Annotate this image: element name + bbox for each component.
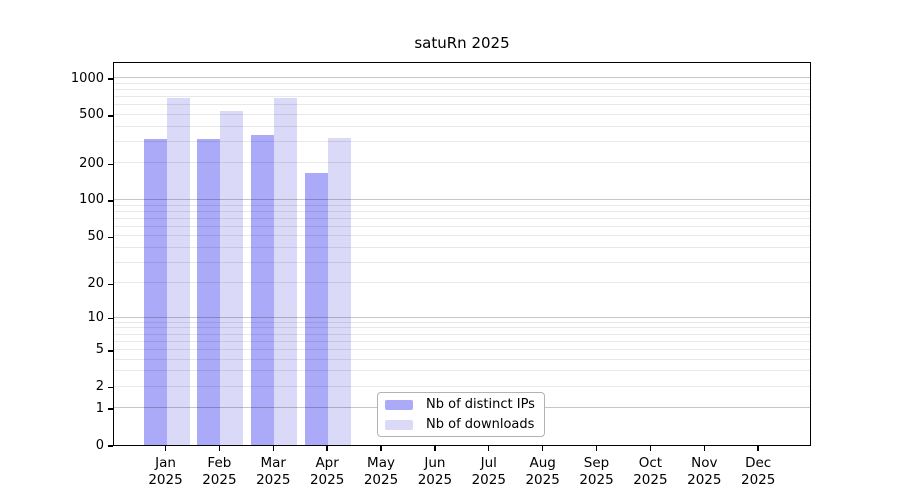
bar-distinct_ips-apr	[305, 172, 329, 445]
chart-title: satuRn 2025	[414, 34, 510, 52]
gridline-minor-900	[114, 82, 810, 84]
gridline-minor-50	[114, 235, 810, 237]
x-tick-mark-jan	[164, 446, 167, 451]
y-tick-mark-200	[108, 163, 113, 166]
bar-distinct_ips-jan	[143, 139, 167, 445]
y-tick-mark-1	[108, 408, 113, 410]
x-tick-mark-oct	[649, 446, 652, 451]
distinct-ips-swatch-icon	[385, 399, 413, 410]
x-tick-mark-dec	[757, 446, 759, 451]
gridline-major-10	[114, 316, 810, 318]
bar-downloads-jan	[166, 97, 190, 445]
x-tick-mark-apr	[326, 446, 328, 451]
y-tick-label-0: 0	[95, 437, 104, 453]
bar-downloads-feb	[220, 111, 244, 445]
gridline-minor-3	[114, 370, 810, 372]
x-tick-label-jul: Jul 2025	[471, 455, 506, 488]
y-tick-mark-50	[108, 236, 113, 238]
y-tick-label-100: 100	[79, 192, 104, 208]
gridline-minor-300	[114, 140, 810, 142]
x-tick-mark-sep	[595, 446, 598, 451]
x-tick-mark-aug	[541, 446, 544, 451]
y-tick-label-1: 1	[95, 400, 104, 416]
plot-area	[113, 62, 811, 446]
gridline-minor-80	[114, 210, 810, 212]
gridline-minor-9	[114, 321, 810, 323]
gridline-minor-800	[114, 89, 810, 91]
y-tick-mark-1000	[108, 78, 113, 80]
x-tick-label-mar: Mar 2025	[256, 455, 291, 488]
x-tick-mark-nov	[703, 446, 705, 451]
gridline-minor-90	[114, 204, 810, 206]
y-tick-label-500: 500	[79, 107, 104, 123]
x-tick-label-jan: Jan 2025	[148, 455, 183, 488]
gridline-major-1000	[114, 77, 810, 79]
gridline-minor-4	[114, 358, 810, 360]
gridline-minor-2	[114, 385, 810, 387]
legend-item-distinct-ips: Nb of distinct IPs	[385, 397, 536, 413]
legend-item-downloads: Nb of downloads	[385, 417, 536, 433]
y-tick-mark-20	[108, 283, 113, 286]
y-tick-label-5: 5	[95, 342, 104, 358]
x-tick-label-aug: Aug 2025	[525, 455, 560, 488]
x-tick-label-feb: Feb 2025	[202, 455, 237, 488]
gridline-minor-30	[114, 261, 810, 263]
downloads-swatch-icon	[385, 419, 413, 430]
y-tick-mark-100	[108, 200, 113, 202]
bar-downloads-mar	[274, 98, 298, 445]
y-tick-label-200: 200	[79, 155, 104, 171]
bar-downloads-apr	[328, 137, 352, 445]
gridline-minor-70	[114, 217, 810, 219]
x-tick-mark-jun	[434, 446, 436, 451]
x-tick-label-jun: Jun 2025	[417, 455, 453, 488]
y-tick-label-1000: 1000	[70, 70, 104, 86]
x-tick-label-oct: Oct 2025	[633, 455, 668, 488]
gridline-minor-200	[114, 162, 810, 164]
x-tick-label-may: May 2025	[363, 455, 399, 488]
legend-label: Nb of downloads	[426, 416, 535, 432]
y-tick-label-20: 20	[87, 275, 104, 291]
gridline-minor-20	[114, 282, 810, 284]
gridline-minor-700	[114, 96, 810, 98]
gridline-minor-500	[114, 113, 810, 115]
bar-distinct_ips-mar	[251, 134, 275, 445]
gridline-major-100	[114, 198, 810, 200]
y-tick-mark-2	[108, 386, 113, 389]
gridline-minor-40	[114, 246, 810, 248]
x-tick-mark-jul	[488, 446, 490, 451]
gridline-minor-600	[114, 104, 810, 106]
y-tick-mark-0	[108, 445, 113, 447]
gridline-minor-8	[114, 327, 810, 329]
x-tick-label-sep: Sep 2025	[579, 455, 614, 488]
x-tick-label-nov: Nov 2025	[687, 455, 722, 488]
gridline-minor-7	[114, 333, 810, 335]
x-tick-mark-mar	[272, 446, 274, 451]
gridline-minor-60	[114, 225, 810, 227]
x-tick-label-apr: Apr 2025	[309, 455, 345, 488]
y-tick-label-50: 50	[87, 228, 104, 244]
legend: Nb of distinct IPs Nb of downloads	[377, 392, 545, 437]
gridline-minor-6	[114, 340, 810, 342]
legend-label: Nb of distinct IPs	[426, 396, 535, 412]
y-tick-mark-5	[108, 350, 113, 352]
y-tick-label-2: 2	[95, 379, 104, 395]
x-tick-mark-feb	[218, 446, 221, 451]
y-tick-label-10: 10	[87, 310, 104, 326]
y-tick-mark-500	[108, 115, 113, 117]
gridline-minor-5	[114, 348, 810, 350]
x-tick-label-dec: Dec 2025	[740, 455, 776, 488]
x-tick-mark-may	[380, 446, 382, 451]
y-tick-mark-10	[108, 317, 113, 320]
bar-distinct_ips-feb	[197, 139, 221, 445]
gridline-minor-400	[114, 125, 810, 127]
